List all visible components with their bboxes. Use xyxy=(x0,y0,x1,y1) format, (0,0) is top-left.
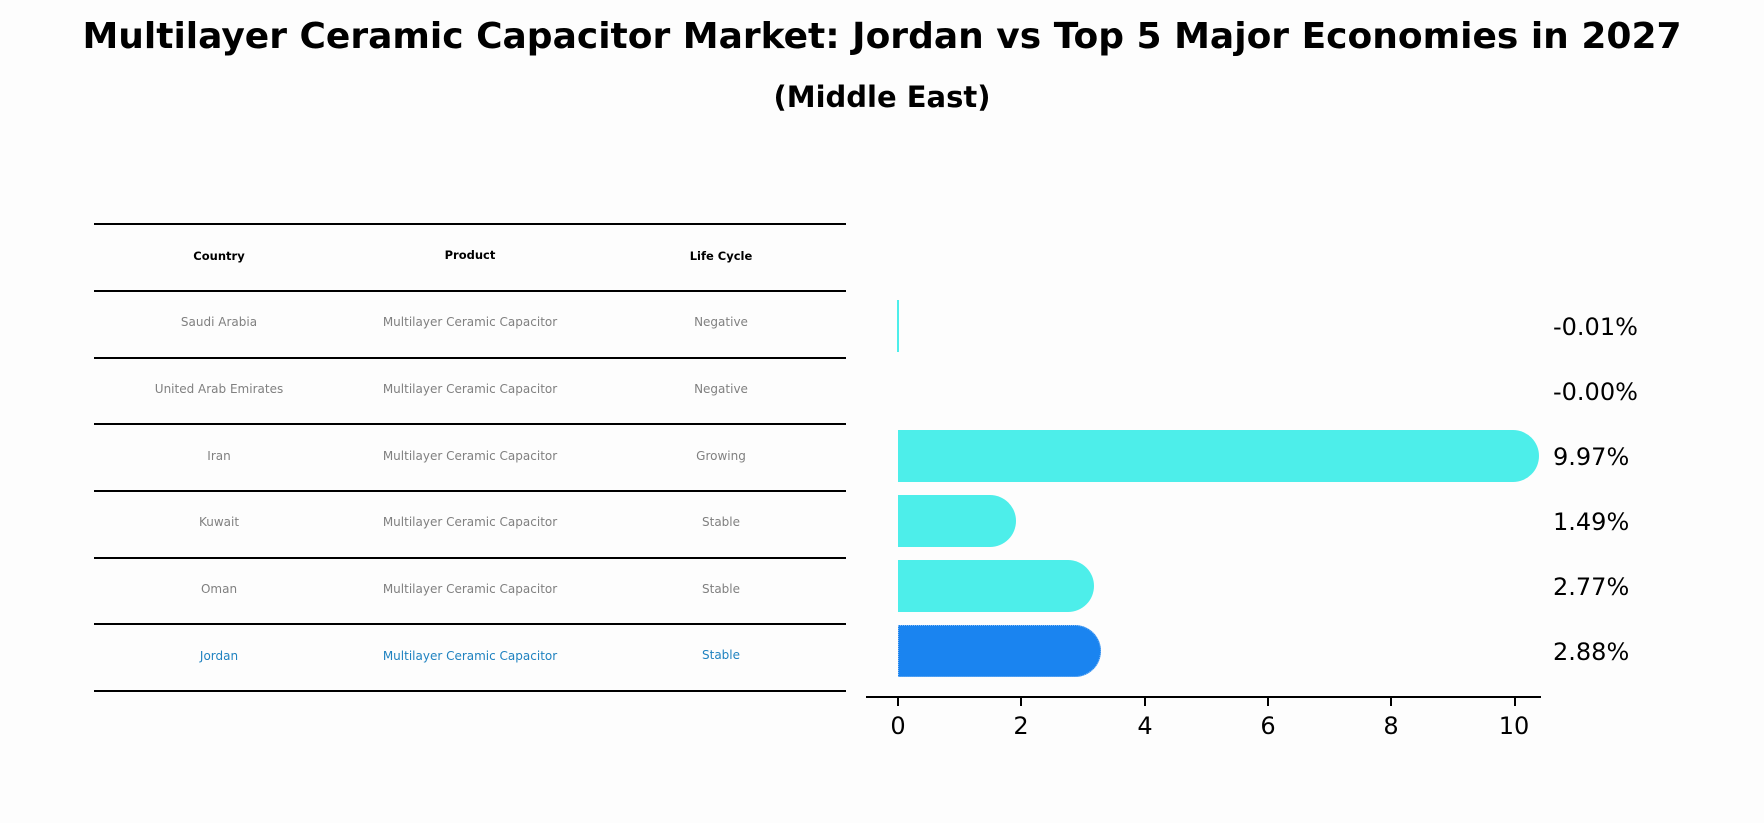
x-tick-label: 10 xyxy=(1498,712,1530,740)
table-cell-country: United Arab Emirates xyxy=(154,382,284,396)
bar-kuwait xyxy=(898,495,1016,547)
table-cell-life-cycle: Stable xyxy=(701,582,741,596)
value-label: 2.77% xyxy=(1553,573,1630,601)
table-cell-product: Multilayer Ceramic Capacitor xyxy=(382,449,558,463)
table-cell-country: Iran xyxy=(207,449,231,463)
value-label: -0.00% xyxy=(1553,378,1638,406)
table-cell-country: Oman xyxy=(200,582,238,596)
x-tick xyxy=(1267,697,1269,706)
x-axis-line xyxy=(866,696,1541,698)
column-header-product: Product xyxy=(444,248,496,262)
table-cell-life-cycle: Stable xyxy=(701,515,741,529)
table-cell-life-cycle: Growing xyxy=(696,449,746,463)
bar-saudi-arabia xyxy=(897,300,899,352)
table-rule xyxy=(94,490,846,492)
bar-oman xyxy=(898,560,1094,612)
x-tick-label: 4 xyxy=(1137,712,1153,740)
table-rule xyxy=(94,690,846,692)
column-header-life-cycle: Life Cycle xyxy=(689,249,753,263)
x-tick xyxy=(1020,697,1022,706)
x-tick xyxy=(1514,697,1516,706)
chart-title: Multilayer Ceramic Capacitor Market: Jor… xyxy=(82,16,1682,57)
bar-iran xyxy=(898,430,1539,482)
table-cell-life-cycle-highlight: Stable xyxy=(701,648,741,662)
table-rule xyxy=(94,357,846,359)
table-rule xyxy=(94,557,846,559)
table-cell-product: Multilayer Ceramic Capacitor xyxy=(382,582,558,596)
table-cell-country-highlight: Jordan xyxy=(199,649,239,663)
x-tick xyxy=(1390,697,1392,706)
table-rule xyxy=(94,623,846,625)
x-tick-label: 6 xyxy=(1260,712,1276,740)
table-rule xyxy=(94,223,846,225)
table-cell-product: Multilayer Ceramic Capacitor xyxy=(382,382,558,396)
table-cell-product: Multilayer Ceramic Capacitor xyxy=(382,515,558,529)
table-cell-product-highlight: Multilayer Ceramic Capacitor xyxy=(382,649,558,663)
table-cell-country: Kuwait xyxy=(198,515,240,529)
table-rule xyxy=(94,290,846,292)
value-label: -0.01% xyxy=(1553,313,1638,341)
x-tick-label: 8 xyxy=(1383,712,1399,740)
column-header-country: Country xyxy=(193,249,245,263)
value-label: 1.49% xyxy=(1553,508,1630,536)
bar-jordan-highlight xyxy=(898,625,1101,677)
x-tick xyxy=(1144,697,1146,706)
x-tick-label: 2 xyxy=(1013,712,1029,740)
table-cell-life-cycle: Negative xyxy=(694,315,748,329)
table-cell-country: Saudi Arabia xyxy=(180,315,258,329)
table-cell-product: Multilayer Ceramic Capacitor xyxy=(382,315,558,329)
chart-subtitle: (Middle East) xyxy=(773,80,991,114)
table-rule xyxy=(94,423,846,425)
value-label-highlight: 2.88% xyxy=(1553,638,1630,666)
x-tick-label: 0 xyxy=(890,712,906,740)
value-label: 9.97% xyxy=(1553,443,1630,471)
x-tick xyxy=(897,697,899,706)
table-cell-life-cycle: Negative xyxy=(694,382,748,396)
